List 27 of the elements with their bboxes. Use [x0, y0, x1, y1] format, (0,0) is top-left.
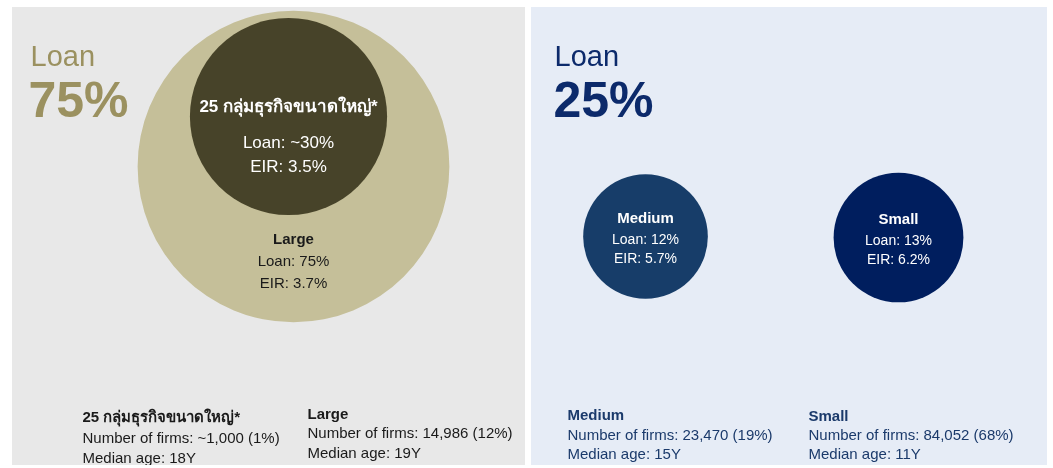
data-label: Loan: 13%	[865, 231, 932, 248]
text: Number of firms: 23,470 (19%)	[567, 426, 773, 443]
text: EIR: 3.5%	[250, 157, 327, 176]
category-label: Small	[808, 407, 849, 424]
text: Number of firms: ~1,000 (1%)	[82, 429, 280, 446]
data-label: Loan: 12%	[612, 230, 679, 247]
text: Loan	[554, 39, 620, 72]
text: 75%	[28, 71, 129, 128]
text: EIR: 3.7%	[259, 274, 328, 291]
text: 25%	[553, 71, 654, 128]
category-label: Large	[273, 230, 314, 247]
text: EIR: 6.2%	[866, 250, 931, 267]
data-label: Loan: ~30%	[242, 133, 335, 152]
category-label: 25 กลุ่มธุรกิจขนาดใหญ่*	[82, 408, 241, 425]
text: Number of firms: 84,052 (68%)	[808, 426, 1014, 443]
text: Median age: 15Y	[567, 445, 681, 462]
data-label: Loan: 75%	[257, 252, 330, 269]
text: Number of firms: 14,986 (12%)	[307, 424, 513, 441]
text: EIR: 5.7%	[613, 249, 678, 266]
text: Median age: 11Y	[808, 445, 921, 462]
category-label: Small	[878, 210, 919, 227]
text: Loan	[30, 39, 96, 72]
text: Median age: 19Y	[307, 444, 421, 461]
category-label: 25 กลุ่มธุรกิจขนาดใหญ่*	[199, 96, 379, 117]
category-label: Large	[307, 405, 349, 422]
category-label: Medium	[567, 406, 625, 423]
category-label: Medium	[617, 209, 674, 226]
